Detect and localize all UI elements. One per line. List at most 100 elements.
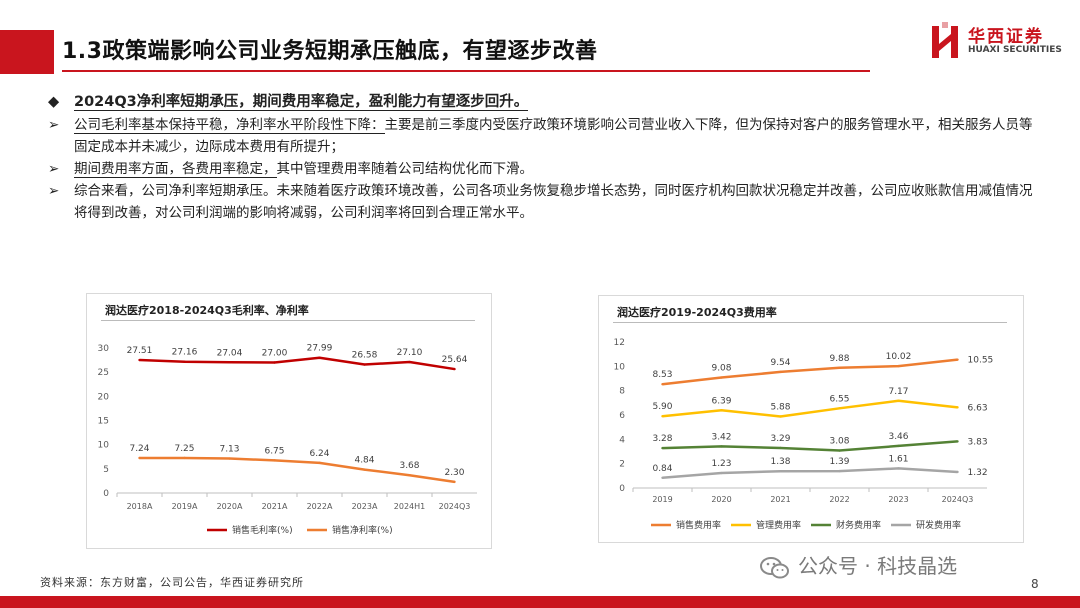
data-label: 27.99 <box>307 344 333 354</box>
headline-text: 2024Q3净利率短期承压，期间费用率稳定，盈利能力有望逐步回升。 <box>74 94 529 111</box>
data-point <box>138 456 141 460</box>
summary-bullets: ◆ 2024Q3净利率短期承压，期间费用率稳定，盈利能力有望逐步回升。 ➢ 公司… <box>46 90 1036 224</box>
data-label: 5.88 <box>770 402 790 412</box>
data-label: 6.39 <box>711 396 731 406</box>
arrow-bullet-icon: ➢ <box>48 161 60 177</box>
data-label: 10.55 <box>968 356 994 366</box>
data-label: 1.32 <box>968 468 988 478</box>
data-label: 9.88 <box>829 354 849 364</box>
data-point <box>183 360 186 363</box>
x-tick-label: 2022A <box>307 502 333 511</box>
data-label: 1.23 <box>711 459 731 469</box>
logo-english-name: HUAXI SECURITIES <box>968 45 1062 55</box>
logo-chinese-name: 华西证券 <box>968 27 1044 47</box>
x-tick-label: 2021 <box>770 495 790 504</box>
series-line <box>139 356 455 371</box>
data-point <box>363 363 366 366</box>
data-point <box>779 370 782 374</box>
x-tick-label: 2022 <box>829 495 849 504</box>
data-point <box>408 360 411 364</box>
data-point <box>661 383 664 386</box>
data-label: 27.16 <box>172 348 198 358</box>
data-label: 27.04 <box>217 348 243 358</box>
bullet-lead: 公司毛利率基本保持平稳，净利率水平阶段性下降： <box>74 117 385 134</box>
x-tick-label: 2023A <box>352 502 378 511</box>
data-label: 7.13 <box>219 445 239 455</box>
data-label: 27.00 <box>262 349 288 359</box>
data-point <box>453 480 456 484</box>
data-point <box>720 409 723 412</box>
y-tick-label: 25 <box>98 368 109 378</box>
data-label: 8.53 <box>652 370 672 380</box>
data-label: 3.28 <box>652 434 672 444</box>
chart-title: 润达医疗2019-2024Q3费用率 <box>617 306 777 319</box>
data-label: 6.24 <box>309 449 329 459</box>
data-label: 0.84 <box>652 464 672 474</box>
data-label: 1.38 <box>770 457 790 467</box>
arrow-bullet-icon: ➢ <box>48 117 60 133</box>
series-line <box>662 358 958 386</box>
x-tick-label: 2020 <box>711 495 731 504</box>
source-note: 资料来源：东方财富，公司公告，华西证券研究所 <box>40 576 304 589</box>
chart-title-rule <box>613 322 1007 323</box>
page-title: 1.3政策端影响公司业务短期承压触底，有望逐步改善 <box>62 39 598 64</box>
data-point <box>228 361 231 364</box>
chart-title-rule <box>101 320 475 321</box>
legend-label: 销售费用率 <box>676 519 721 531</box>
y-tick-label: 20 <box>98 392 110 402</box>
data-label: 4.84 <box>354 456 374 466</box>
data-point <box>661 476 664 479</box>
bullet-text: 主要是前三季度内受医疗政策环境影响公司营业收入下降，但为保持对客户的服务管理水平… <box>74 117 1033 155</box>
data-point <box>956 358 959 361</box>
y-tick-label: 12 <box>614 338 625 348</box>
data-point <box>318 461 321 465</box>
y-tick-label: 4 <box>619 435 625 445</box>
series-line <box>662 440 958 452</box>
data-point <box>273 361 276 364</box>
x-tick-label: 2018A <box>127 502 153 511</box>
data-label: 3.42 <box>711 432 731 442</box>
margin-chart: 润达医疗2018-2024Q3毛利率、净利率 0 5 10 15 20 25 30 2018A… <box>86 293 492 549</box>
data-point <box>897 444 900 448</box>
data-point <box>720 376 723 379</box>
x-tick-label: 2024H1 <box>394 502 425 511</box>
data-point <box>897 467 900 470</box>
data-label: 10.02 <box>886 352 912 362</box>
bottom-accent-bar <box>0 596 1080 608</box>
x-tick-label: 2020A <box>217 502 243 511</box>
data-point <box>273 459 276 462</box>
data-label: 2.30 <box>444 468 464 478</box>
bullet-item: ➢ 期间费用率方面，各费用率稳定，其中管理费用率随着公司结构优化而下滑。 <box>46 158 1036 180</box>
data-label: 3.46 <box>888 432 908 442</box>
data-point <box>838 366 841 369</box>
data-point <box>138 358 141 362</box>
bullet-text: 其中管理费用率随着公司结构优化而下滑。 <box>276 161 534 177</box>
title-underline <box>62 70 870 72</box>
x-tick-label: 2021A <box>262 502 288 511</box>
data-point <box>838 469 841 473</box>
data-label: 3.08 <box>829 437 849 447</box>
page-number: 8 <box>1031 577 1039 591</box>
x-tick-label: 2024Q3 <box>942 495 974 504</box>
x-tick-label: 2023 <box>888 495 908 504</box>
data-label: 27.51 <box>127 346 153 356</box>
series-line <box>662 467 958 480</box>
data-point <box>408 474 411 477</box>
y-tick-label: 8 <box>619 387 625 397</box>
data-label: 27.10 <box>397 348 423 358</box>
data-point <box>453 367 456 371</box>
data-label: 3.83 <box>968 437 988 447</box>
expense-chart: 润达医疗2019-2024Q3费用率 0 2 4 6 8 10 12 2019 2020 2021… <box>598 295 1024 543</box>
data-label: 6.55 <box>829 394 849 404</box>
legend-label: 研发费用率 <box>916 519 961 531</box>
data-label: 3.29 <box>770 434 790 444</box>
series-line <box>662 399 958 418</box>
data-label: 7.17 <box>888 387 908 397</box>
data-point <box>661 415 664 418</box>
data-label: 7.24 <box>129 444 149 454</box>
data-point <box>720 445 723 448</box>
data-point <box>661 446 664 450</box>
title-accent-bar <box>0 30 54 74</box>
y-tick-label: 10 <box>614 362 626 372</box>
data-point <box>779 470 782 473</box>
